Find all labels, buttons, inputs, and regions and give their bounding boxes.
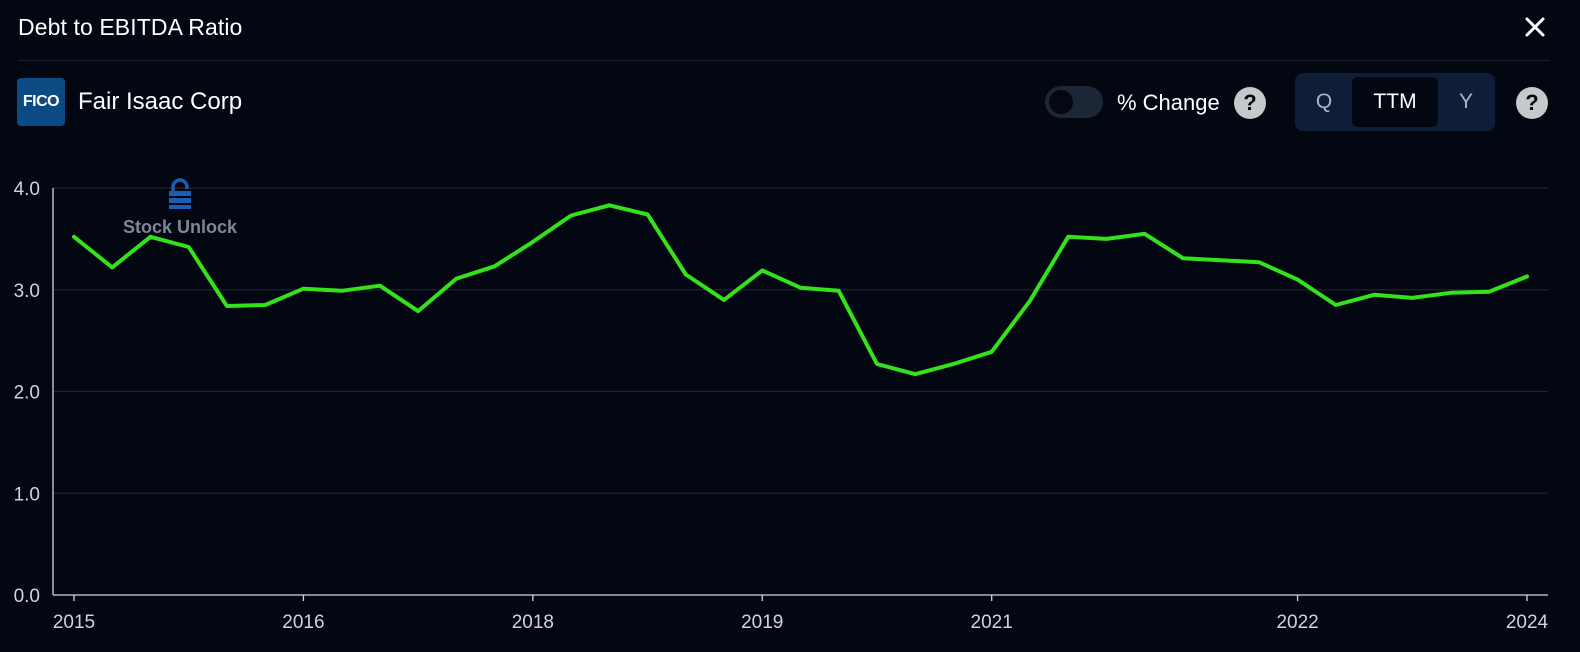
x-tick-labels: 2015 2016 2018 2019 2021 2022 2024 (53, 612, 1549, 633)
period-selector: Q TTM Y (1295, 73, 1495, 131)
pct-change-toggle[interactable] (1045, 86, 1103, 118)
pct-change-help-icon[interactable]: ? (1234, 87, 1266, 119)
x-tick-label: 2015 (53, 612, 95, 633)
y-tick-label: 4.0 (14, 179, 40, 200)
header-divider (18, 60, 1550, 61)
company-logo: FICO (17, 78, 65, 126)
grid-lines (53, 187, 1548, 494)
y-tick-labels: 0.0 1.0 2.0 3.0 4.0 (14, 179, 40, 607)
x-tick-label: 2022 (1276, 612, 1318, 633)
chart-title: Debt to EBITDA Ratio (18, 14, 243, 40)
axes (52, 188, 1548, 601)
x-tick-label: 2019 (741, 612, 783, 633)
x-tick-label: 2021 (971, 612, 1013, 633)
pct-change-label: % Change (1117, 90, 1220, 115)
lock-logo-icon (169, 178, 191, 209)
period-q-button[interactable]: Q (1315, 90, 1333, 113)
toggle-knob (1049, 90, 1073, 114)
close-button[interactable] (1520, 12, 1550, 42)
series-line (72, 203, 1529, 377)
y-tick-label: 0.0 (14, 586, 40, 607)
company-name: Fair Isaac Corp (78, 88, 243, 115)
y-tick-label: 2.0 (14, 383, 40, 404)
chart-help-icon[interactable]: ? (1516, 87, 1548, 119)
x-tick-label: 2016 (282, 612, 324, 633)
series-layer (72, 203, 1529, 377)
period-y-button[interactable]: Y (1458, 90, 1473, 113)
x-tick-label: 2024 (1506, 612, 1549, 633)
x-tick-label: 2018 (512, 612, 554, 633)
watermark-text: Stock Unlock (122, 217, 238, 237)
y-tick-label: 3.0 (14, 281, 40, 302)
y-tick-label: 1.0 (14, 484, 40, 505)
period-ttm-button[interactable]: TTM (1352, 77, 1438, 127)
watermark: Stock Unlock (110, 178, 250, 238)
close-icon (1525, 17, 1545, 37)
